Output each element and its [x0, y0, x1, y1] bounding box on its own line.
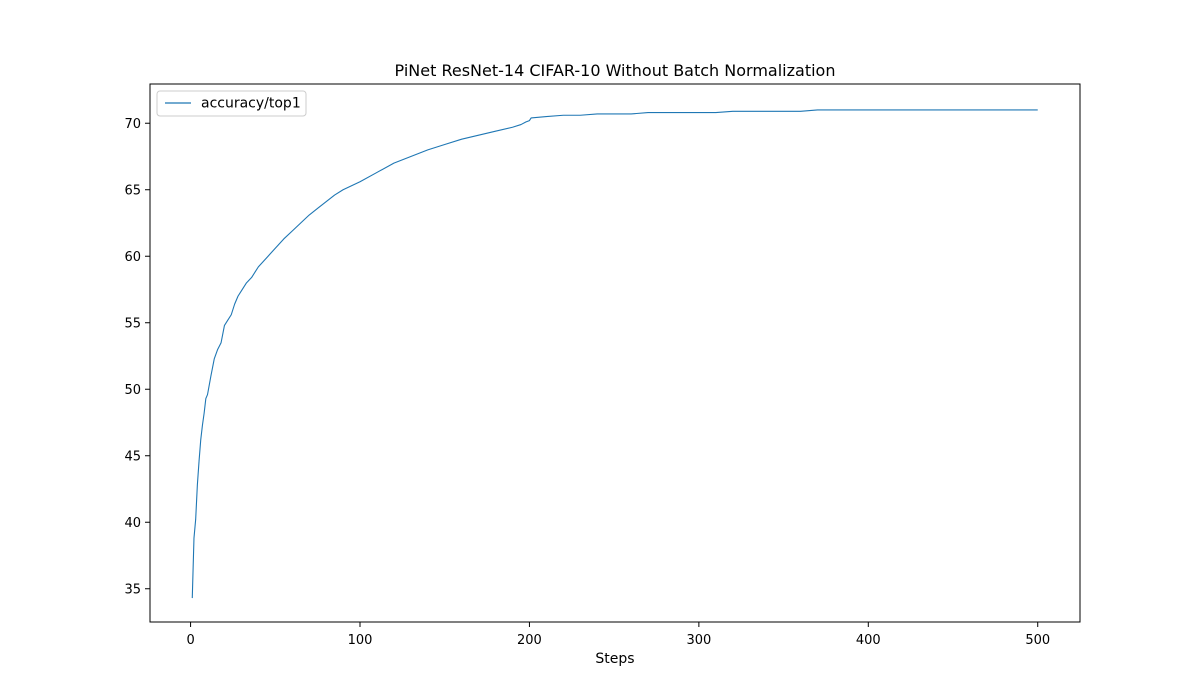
y-tick-label: 55 [124, 317, 141, 332]
x-tick-label: 300 [686, 633, 711, 648]
x-tick-label: 500 [1025, 633, 1050, 648]
chart-title: PiNet ResNet-14 CIFAR-10 Without Batch N… [395, 61, 836, 80]
x-axis-label: Steps [595, 651, 634, 667]
y-axis-ticks: 35 40 45 50 55 60 65 70 [124, 117, 150, 598]
legend-label: accuracy/top1 [201, 96, 301, 112]
series-line-0 [191, 109, 1038, 599]
y-tick-label: 40 [124, 516, 141, 531]
y-tick-label: 70 [124, 117, 141, 132]
y-tick-label: 50 [124, 383, 141, 398]
x-axis-ticks: 0 100 200 300 400 500 [186, 622, 1050, 648]
legend: accuracy/top1 [156, 90, 307, 117]
y-tick-label: 45 [124, 450, 141, 465]
x-tick-label: 0 [186, 633, 194, 648]
x-tick-label: 100 [348, 633, 373, 648]
x-tick-label: 200 [517, 633, 542, 648]
x-tick-label: 400 [856, 633, 881, 648]
axes-frame [149, 83, 1081, 623]
plot-area [191, 109, 1038, 599]
legend-box [156, 90, 307, 117]
y-tick-label: 35 [124, 583, 141, 598]
y-tick-label: 65 [124, 184, 141, 199]
y-tick-label: 60 [124, 250, 141, 265]
